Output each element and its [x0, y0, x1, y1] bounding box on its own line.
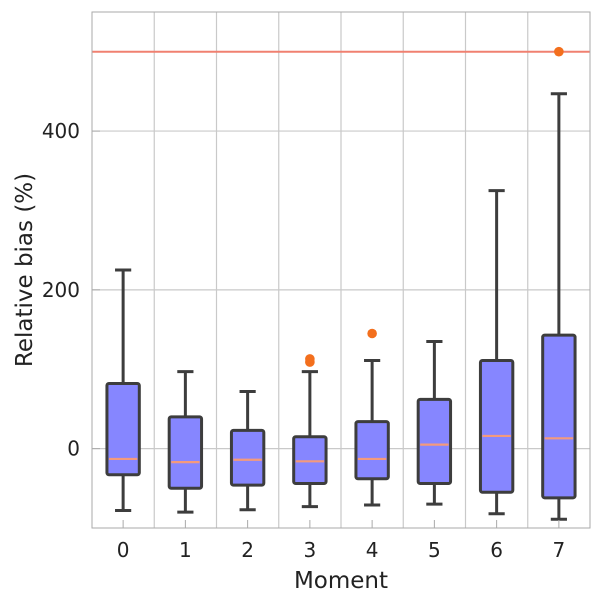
- box-group-0: [105, 268, 141, 513]
- box-group-2: [229, 389, 266, 512]
- box-body: [292, 435, 328, 486]
- y-axis-label: Relative bias (%): [12, 173, 38, 367]
- box-group-5: [416, 339, 453, 506]
- box-group-3: [292, 354, 328, 509]
- x-tick-label: 2: [241, 538, 254, 562]
- y-tick-label: 400: [42, 119, 80, 143]
- x-axis-label: Moment: [294, 568, 388, 594]
- box-group-6: [478, 189, 515, 516]
- box-group-1: [167, 370, 204, 514]
- box-body: [229, 428, 266, 487]
- plot-frame: [91, 11, 591, 529]
- box-body: [416, 397, 453, 486]
- outlier-point: [305, 354, 315, 364]
- y-tick-label: 0: [67, 437, 80, 461]
- box-body: [541, 333, 577, 500]
- box-body: [167, 415, 204, 490]
- box-layer: [105, 46, 577, 521]
- x-tick-label: 4: [366, 538, 379, 562]
- x-tick-label: 1: [179, 538, 192, 562]
- x-tick-label: 7: [553, 538, 566, 562]
- outlier-point: [554, 46, 564, 57]
- box-group-4: [354, 328, 390, 507]
- box-body: [105, 382, 141, 477]
- x-tick-label: 3: [304, 538, 317, 562]
- box-body: [478, 358, 515, 494]
- y-tick-label: 200: [42, 278, 80, 302]
- grid-lines: [92, 12, 590, 528]
- box-group-7: [541, 46, 577, 521]
- box-body: [354, 420, 390, 481]
- x-tick-label: 0: [117, 538, 130, 562]
- tick-label-layer: 0 200 400 0 1 2 3 4 5 6 7: [42, 119, 565, 562]
- outlier-point: [367, 328, 377, 339]
- x-tick-label: 5: [428, 538, 441, 562]
- x-tick-label: 6: [490, 538, 503, 562]
